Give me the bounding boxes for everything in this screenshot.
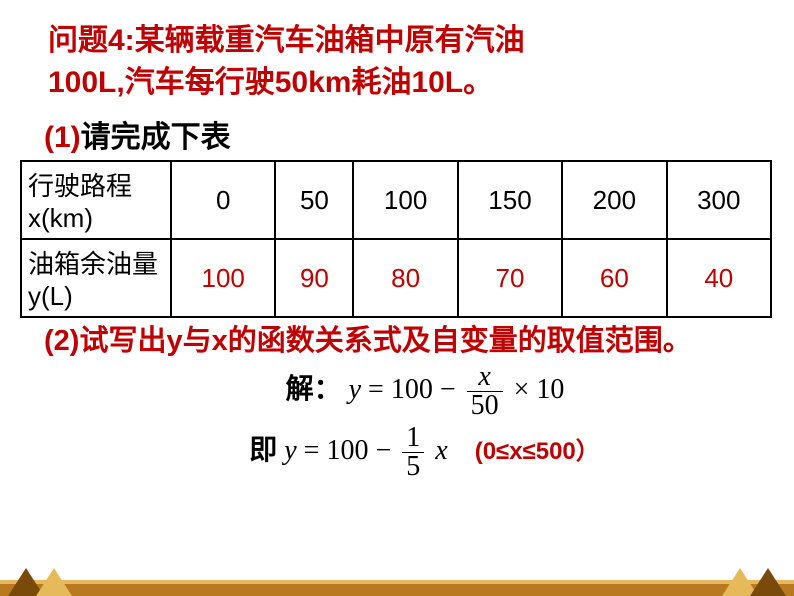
footer-bar-dark [0, 584, 794, 596]
eq1: y = 100 − x 50 × 10 [349, 374, 565, 405]
q1-line: (1)请完成下表 [0, 104, 794, 160]
frac-den: 5 [402, 452, 424, 481]
cell-y: 90 [275, 239, 353, 317]
table-row: 油箱余油量y(L) 100 90 80 70 60 40 [21, 239, 771, 317]
cell-x: 50 [275, 161, 353, 239]
ie-label: 即 [249, 435, 277, 466]
q2-text: 试写出y与x的函数关系式及自变量的取值范围。 [79, 325, 691, 357]
fraction-2: 1 5 [402, 424, 424, 481]
problem-text-2: 100L,汽车每行驶50km耗油10L。 [48, 66, 493, 99]
frac-den: 50 [467, 391, 503, 420]
solution-line-2: 即 y = 100 − 1 5 x (0≤x≤500） [0, 424, 794, 481]
q1-text: 请完成下表 [81, 121, 231, 154]
cell-y: 100 [171, 239, 275, 317]
q2-label: (2) [44, 325, 79, 357]
fraction-1: x 50 [467, 363, 503, 420]
triangle-icon [36, 568, 72, 596]
row1-label: 行驶路程x(km) [21, 161, 171, 239]
frac-num: x [467, 363, 503, 391]
q2-line: (2)试写出y与x的函数关系式及自变量的取值范围。 [0, 318, 794, 361]
minus: − [440, 374, 456, 405]
problem-label: 问题4: [48, 24, 135, 57]
q1-label: (1) [44, 121, 81, 154]
var-y: y [349, 374, 361, 405]
table-row: 行驶路程x(km) 0 50 100 150 200 300 [21, 161, 771, 239]
cell-x: 0 [171, 161, 275, 239]
footer-decoration [0, 566, 794, 596]
times: × [514, 374, 530, 405]
problem-text-1: 某辆载重汽车油箱中原有汽油 [135, 24, 525, 57]
equals: = [368, 374, 384, 405]
var-x: x [435, 435, 447, 466]
var-y: y [284, 435, 296, 466]
cell-y: 80 [353, 239, 457, 317]
cell-x: 300 [667, 161, 771, 239]
cell-x: 100 [353, 161, 457, 239]
triangle-icon [750, 568, 786, 596]
equals: = [304, 435, 320, 466]
solve-label: 解： [286, 374, 342, 405]
const-100: 100 [326, 435, 368, 466]
eq2: y = 100 − 1 5 x [284, 435, 454, 466]
solution-line-1: 解： y = 100 − x 50 × 10 [0, 363, 794, 420]
const-100: 100 [391, 374, 433, 405]
problem-statement: 问题4:某辆载重汽车油箱中原有汽油 100L,汽车每行驶50km耗油10L。 [0, 0, 794, 104]
frac-num: 1 [402, 424, 424, 452]
cell-y: 60 [562, 239, 666, 317]
minus: − [375, 435, 391, 466]
cell-y: 70 [458, 239, 562, 317]
range-text: (0≤x≤500） [475, 431, 600, 466]
cell-x: 200 [562, 161, 666, 239]
cell-x: 150 [458, 161, 562, 239]
data-table: 行驶路程x(km) 0 50 100 150 200 300 油箱余油量y(L)… [20, 160, 772, 318]
cell-y: 40 [667, 239, 771, 317]
row2-label: 油箱余油量y(L) [21, 239, 171, 317]
const-10: 10 [536, 374, 564, 405]
